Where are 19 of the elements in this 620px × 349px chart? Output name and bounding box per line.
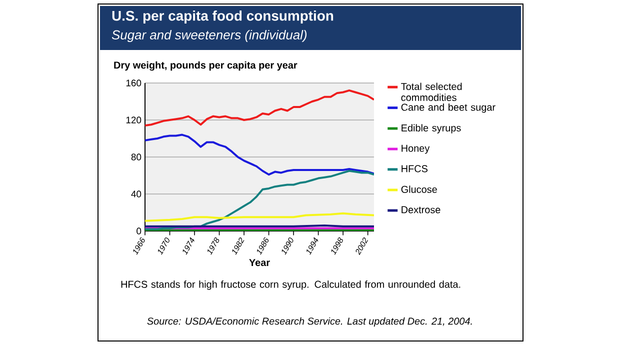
legend-label: Edible syrups — [402, 124, 461, 134]
y-tick-label: 40 — [131, 190, 142, 198]
chart-title: U.S. per capita food consumption — [112, 10, 334, 24]
y-axis-title: Dry weight, pounds per capita per year — [114, 61, 298, 71]
y-tick-label: 120 — [126, 116, 142, 124]
legend-label: Honey — [402, 144, 430, 154]
y-tick-label: 160 — [126, 80, 142, 86]
legend-label: Total selected commodities — [401, 82, 462, 102]
y-tick-label: 80 — [131, 154, 142, 160]
y-tick-label: 0 — [136, 228, 142, 234]
x-axis-title: Year — [249, 259, 270, 266]
source-note: Source: USDA/Economic Research Service. Last updated Dec. 21, 2004. — [147, 317, 472, 327]
text: HFCS stands for high fructose corn syrup. Calculated from unrounded data. — [121, 280, 460, 290]
legend-label: Glucose — [401, 186, 437, 193]
chart-subtitle: Sugar and sweeteners (individual) — [112, 30, 307, 42]
legend-label: Cane and beet sugar — [401, 103, 496, 113]
legend-label: HFCS — [402, 165, 428, 172]
line-series — [145, 89, 374, 127]
legend-label: Dextrose — [402, 206, 440, 214]
